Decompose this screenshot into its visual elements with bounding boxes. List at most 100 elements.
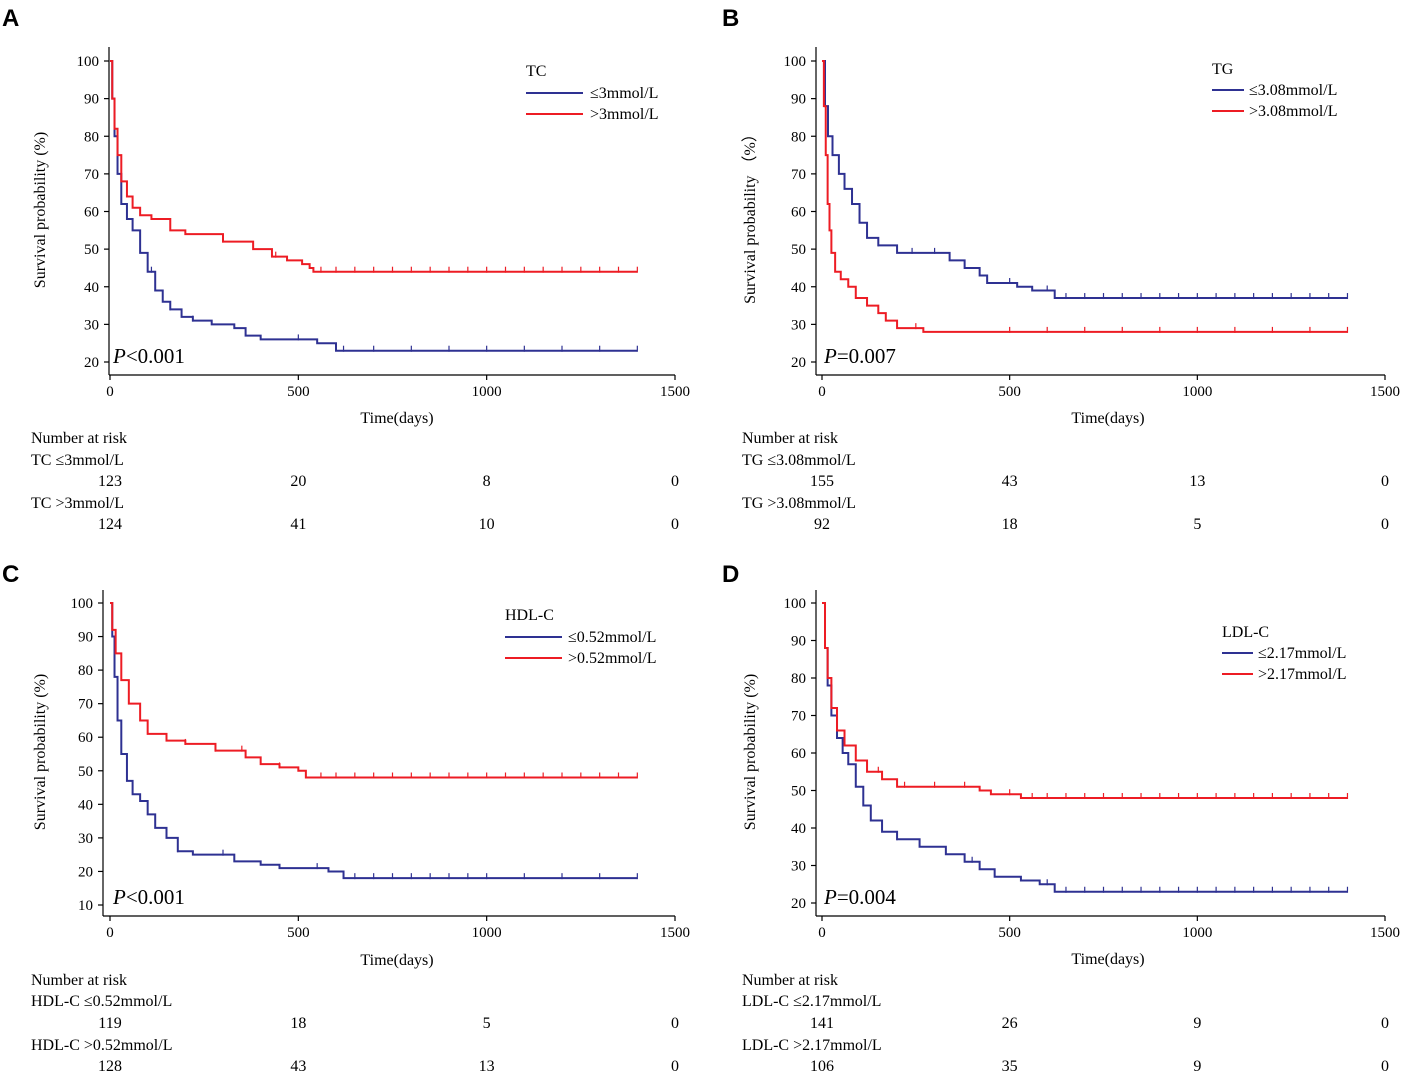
panel-a-p-value: P<0.001 (112, 344, 185, 368)
panel-d-curves (822, 602, 1349, 893)
panel-c-legend-high: >0.52mmol/L (568, 650, 657, 667)
panel-c-x-tick-label: 1000 (472, 925, 502, 941)
panel-c-p-value: P<0.001 (112, 885, 185, 909)
panel-b-risk-value: 0 (1381, 516, 1389, 533)
panel-b-p-value: P=0.007 (823, 344, 896, 368)
panel-d-risk-value: 106 (810, 1058, 834, 1075)
panel-c-risk-value: 13 (479, 1058, 495, 1075)
panel-c-y-tick-label: 20 (78, 864, 93, 880)
panel-c-legend-low: ≤0.52mmol/L (568, 629, 656, 646)
panel-c-p-number: <0.001 (126, 885, 185, 909)
panel-b-y-tick-label: 80 (791, 129, 806, 145)
panel-c-p-label: P (112, 885, 126, 909)
panel-d-x-tick-label: 1000 (1182, 925, 1212, 941)
panel-b-risk-value: 13 (1189, 473, 1205, 490)
panel-c-risk-value: 0 (671, 1015, 679, 1032)
panel-c-x-tick-label: 500 (287, 925, 310, 941)
panel-c-risk-value: 5 (483, 1015, 491, 1032)
panel-c-y-tick-label: 10 (78, 898, 93, 914)
panel-b-xlabel: Time(days) (1071, 410, 1144, 427)
panel-c-risk-label-high: HDL-C >0.52mmol/L (31, 1037, 172, 1054)
panel-d-risk-values: 141 26 9 0 106 35 9 0 (810, 1015, 1389, 1075)
panel-b-p-number: =0.007 (837, 344, 896, 368)
panel-c-risk-values: 119 18 5 0 128 43 13 0 (98, 1015, 679, 1075)
panel-b-legend-high: >3.08mmol/L (1249, 103, 1338, 120)
panel-d-risk-label-high: LDL-C >2.17mmol/L (742, 1037, 882, 1054)
panel-d-y-tick-label: 70 (791, 709, 806, 725)
panel-d-legend-title: LDL-C (1222, 624, 1269, 641)
panel-d-ylabel: Survival probability (%) (742, 674, 759, 830)
panel-a-risk-value: 0 (671, 516, 679, 533)
panel-b-risk-title: Number at risk (742, 430, 838, 447)
panel-a-risk-value: 41 (290, 516, 306, 533)
panel-b-risk-value: 5 (1193, 516, 1201, 533)
panel-b-x-tick-label: 1000 (1182, 384, 1212, 400)
panel-c-risk-value: 128 (98, 1058, 122, 1075)
panel-b-y-tick-label: 30 (791, 317, 806, 333)
panel-c-curve-high (110, 602, 638, 779)
panel-b-curves (822, 60, 1349, 333)
panel-d-risk-title: Number at risk (742, 972, 838, 989)
panel-b-y-tick-label: 50 (791, 242, 806, 258)
panel-c-risk-value: 119 (98, 1015, 121, 1032)
panel-b-ylabel: Survival probability （%） (741, 126, 759, 304)
panel-b-risk-value: 43 (1002, 473, 1018, 490)
panel-c-risk-title: Number at risk (31, 972, 127, 989)
panel-a-x-tick-label: 1500 (660, 384, 690, 400)
panel-d-risk-label-low: LDL-C ≤2.17mmol/L (742, 993, 881, 1010)
panel-a-risk-label-low: TC ≤3mmol/L (31, 452, 124, 469)
panel-d-y-tick-label: 80 (791, 671, 806, 687)
panel-d-risk-value: 0 (1381, 1058, 1389, 1075)
panel-a-curve-low (110, 60, 638, 352)
panel-d-risk-value: 35 (1002, 1058, 1018, 1075)
panel-c-risk-value: 0 (671, 1058, 679, 1075)
panel-a-risk-values: 123 20 8 0 124 41 10 0 (98, 473, 679, 533)
panel-c-legend-title: HDL-C (505, 607, 554, 624)
panel-a-letter: A (2, 5, 19, 32)
panel-c-ylabel: Survival probability (%) (32, 674, 49, 830)
panel-b-risk-label-high: TG >3.08mmol/L (742, 495, 856, 512)
panel-a-y-tick-label: 90 (84, 92, 99, 108)
panel-c-risk-label-low: HDL-C ≤0.52mmol/L (31, 993, 172, 1010)
panel-c-y-tick-label: 100 (71, 596, 94, 612)
panel-c-curve-low (110, 602, 638, 880)
panel-a-risk-value: 123 (98, 473, 122, 490)
panel-a-risk-value: 8 (483, 473, 491, 490)
panel-d-xlabel: Time(days) (1071, 951, 1144, 968)
panel-b-y-tick-label: 40 (791, 280, 806, 296)
panel-b-p-label: P (823, 344, 837, 368)
panel-b-risk-label-low: TG ≤3.08mmol/L (742, 452, 856, 469)
panel-a-y-tick-label: 50 (84, 242, 99, 258)
panel-d-risk-value: 9 (1193, 1058, 1201, 1075)
panel-c-y-tick-label: 30 (78, 831, 93, 847)
panel-d-y-tick-label: 90 (791, 634, 806, 650)
panel-b-risk-value: 0 (1381, 473, 1389, 490)
panel-a-legend-low: ≤3mmol/L (590, 85, 658, 102)
panel-a-p-number: <0.001 (126, 344, 185, 368)
panel-c-y-tick-label: 60 (78, 730, 93, 746)
panel-a-y-tick-label: 80 (84, 129, 99, 145)
panel-a-risk-value: 10 (479, 516, 495, 533)
panel-b-x-tick-label: 1500 (1370, 384, 1400, 400)
panel-a-p-label: P (112, 344, 126, 368)
panel-a-x-tick-label: 1000 (472, 384, 502, 400)
panel-d-y-tick-label: 30 (791, 859, 806, 875)
panel-c-y-tick-label: 40 (78, 797, 93, 813)
panel-d-risk-value: 141 (810, 1015, 834, 1032)
panel-b-y-tick-label: 100 (784, 54, 807, 70)
panel-d-p-value: P=0.004 (823, 885, 896, 909)
panel-a-legend-high: >3mmol/L (590, 106, 659, 123)
panel-d-letter: D (722, 561, 739, 588)
panel-d-legend-high: >2.17mmol/L (1258, 666, 1347, 683)
panel-a-ylabel: Survival probability (%) (32, 132, 49, 288)
panel-d-p-label: P (823, 885, 837, 909)
panel-a-y-tick-label: 40 (84, 280, 99, 296)
